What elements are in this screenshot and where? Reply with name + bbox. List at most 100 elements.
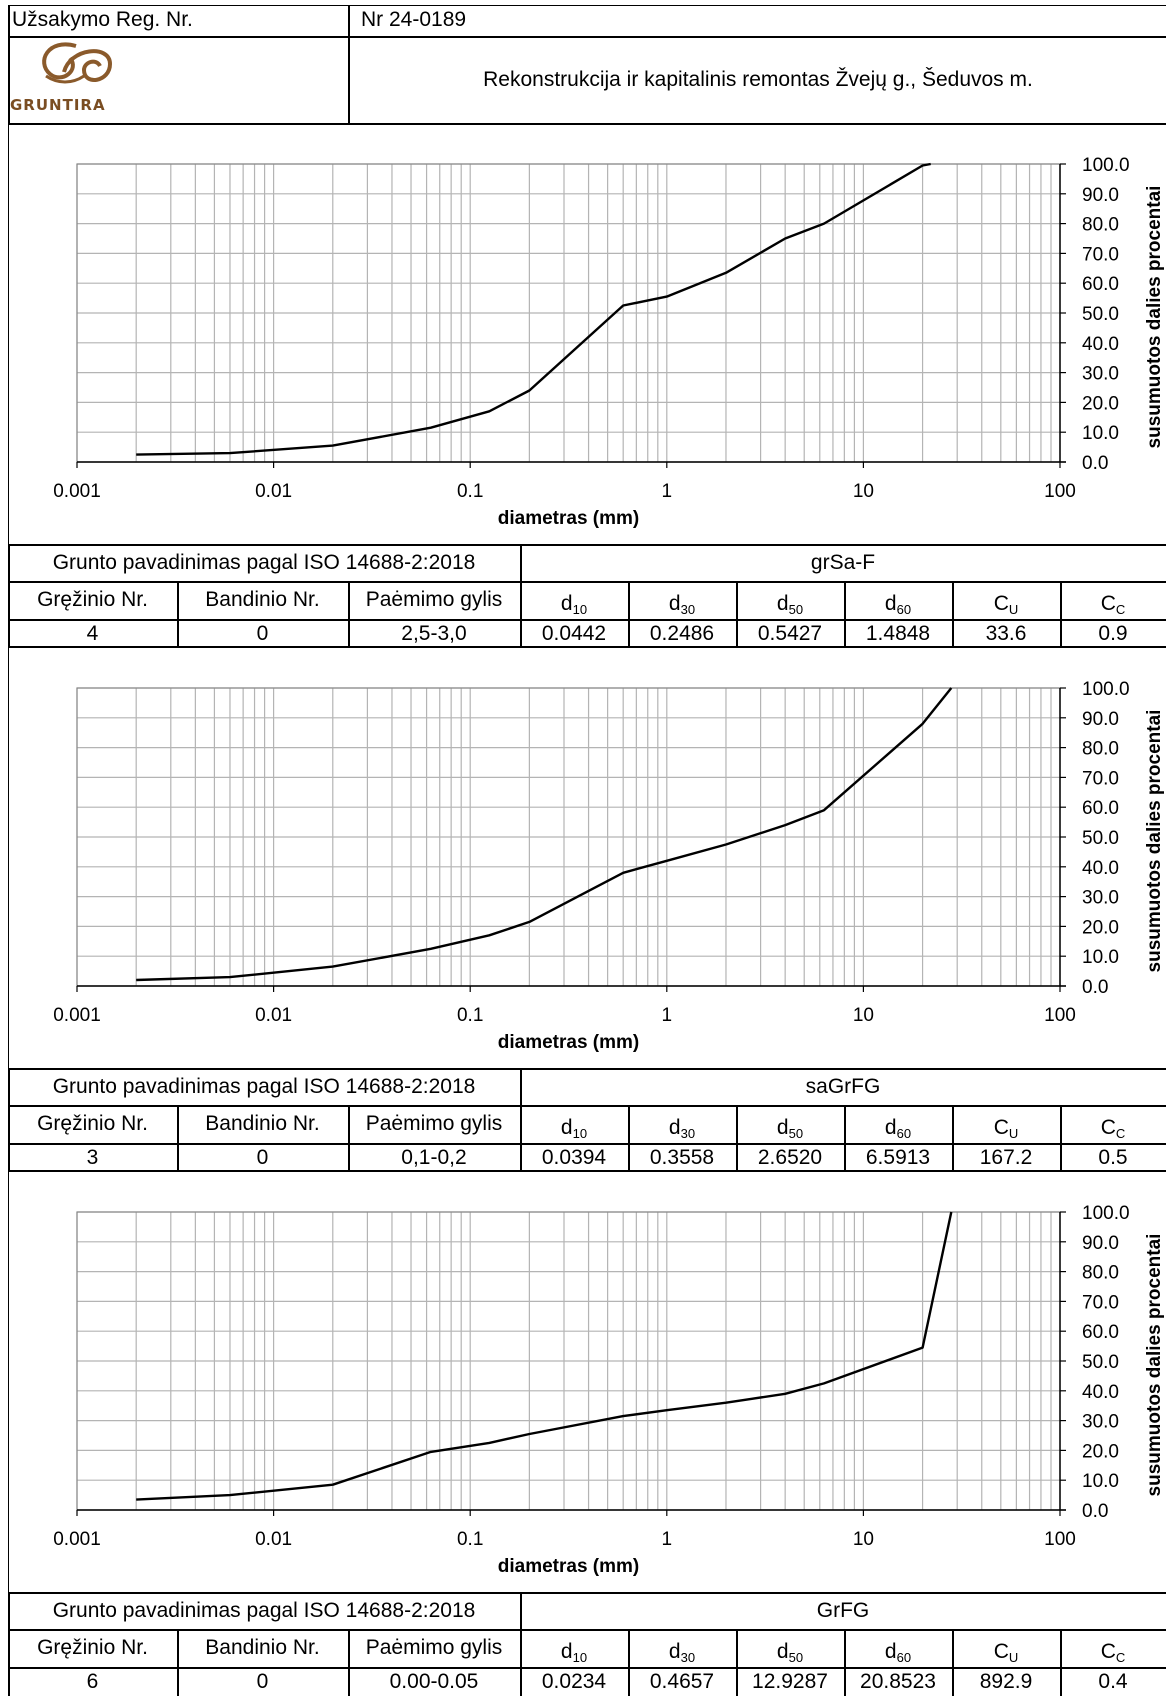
x-tick-label: 10 (853, 481, 874, 502)
y-tick-label: 80.0 (1082, 1263, 1119, 1284)
d30-value: 0.3558 (649, 1146, 715, 1169)
x-tick-label: 0.001 (53, 1005, 101, 1026)
logo-mark-icon (42, 42, 113, 84)
y-tick-label: 20.0 (1082, 917, 1119, 938)
y-tick-label: 10.0 (1082, 423, 1119, 444)
x-tick-label: 0.001 (53, 1529, 101, 1550)
col-header-d50: d50 (776, 592, 804, 617)
col-header-depth: Paėmimo gylis (365, 1112, 503, 1135)
y-tick-label: 70.0 (1082, 768, 1119, 789)
d50-value: 2.6520 (757, 1146, 823, 1169)
x-tick-label: 10 (853, 1529, 874, 1550)
x-tick-label: 0.1 (457, 1529, 483, 1550)
well-value: 4 (86, 622, 99, 645)
y-tick-label: 20.0 (1082, 1441, 1119, 1462)
x-tick-label: 0.01 (255, 481, 292, 502)
sample-table-3: Grunto pavadinimas pagal ISO 14688-2:201… (8, 1592, 1166, 1696)
d50-value: 0.5427 (757, 622, 823, 645)
col-header-cu: CU (993, 1640, 1019, 1665)
x-axis-title: diametras (mm) (498, 508, 640, 529)
y-tick-label: 30.0 (1082, 364, 1119, 385)
cu-value: 33.6 (985, 622, 1027, 645)
x-tick-label: 100 (1044, 1005, 1076, 1026)
y-tick-label: 30.0 (1082, 888, 1119, 909)
y-tick-label: 40.0 (1082, 334, 1119, 355)
x-tick-label: 100 (1044, 1529, 1076, 1550)
sample-table-2: Grunto pavadinimas pagal ISO 14688-2:201… (8, 1068, 1166, 1172)
col-header-d30: d30 (668, 592, 696, 617)
x-tick-label: 1 (662, 1005, 673, 1026)
d10-value: 0.0442 (541, 622, 607, 645)
logo-text: GRUNTIRA (10, 96, 106, 114)
col-header-cu: CU (993, 1116, 1019, 1141)
col-header-well: Gręžinio Nr. (37, 1636, 148, 1659)
col-header-sample: Bandinio Nr. (205, 1636, 320, 1659)
col-header-d30: d30 (668, 1116, 696, 1141)
d30-value: 0.4657 (649, 1670, 715, 1693)
y-tick-label: 10.0 (1082, 1471, 1119, 1492)
sample-table-1: Grunto pavadinimas pagal ISO 14688-2:201… (8, 544, 1166, 648)
y-tick-label: 50.0 (1082, 1352, 1119, 1373)
y-tick-label: 0.0 (1082, 453, 1108, 474)
col-header-d60: d60 (884, 1640, 912, 1665)
d30-value: 0.2486 (649, 622, 715, 645)
col-header-cc: CC (1100, 1640, 1126, 1665)
x-tick-label: 1 (662, 481, 673, 502)
y-tick-label: 50.0 (1082, 304, 1119, 325)
x-axis-title: diametras (mm) (498, 1032, 640, 1053)
y-axis-title: susumuotos dalies procentai (1144, 1234, 1165, 1497)
y-tick-label: 90.0 (1082, 709, 1119, 730)
col-header-well: Gręžinio Nr. (37, 1112, 148, 1135)
col-header-well: Gręžinio Nr. (37, 588, 148, 611)
col-header-sample: Bandinio Nr. (205, 588, 320, 611)
chart-svg-2: 0.001 0.01 0.1 1 10 100 100.0 90.0 80.0 70.0 60.0 5… (53, 679, 1165, 1053)
d60-value: 20.8523 (860, 1670, 936, 1693)
x-tick-label: 10 (853, 1005, 874, 1026)
y-tick-label: 60.0 (1082, 274, 1119, 295)
depth-value: 0,1-0,2 (401, 1146, 467, 1169)
gruntira-logo: GRUNTIRA (10, 40, 140, 120)
y-axis-title: susumuotos dalies procentai (1144, 186, 1165, 449)
chart-svg-3: 0.001 0.01 0.1 1 10 100 100.0 90.0 80.0 70.0 60.0 5… (53, 1203, 1165, 1577)
project-title: Rekonstrukcija ir kapitalinis remontas Ž… (483, 68, 1033, 91)
y-tick-label: 0.0 (1082, 1501, 1108, 1522)
col-header-d60: d60 (884, 592, 912, 617)
cc-value: 0.5 (1098, 1146, 1128, 1169)
col-header-sample: Bandinio Nr. (205, 1112, 320, 1135)
col-header-depth: Paėmimo gylis (365, 588, 503, 611)
chart-svg-1: 0.001 0.01 0.1 1 10 100 100.0 90.0 80.0 70.0 60.0 5… (53, 155, 1165, 529)
col-header-cu: CU (993, 592, 1019, 617)
cu-value: 892.9 (979, 1670, 1033, 1693)
y-tick-label: 60.0 (1082, 798, 1119, 819)
grading-curve (136, 687, 953, 982)
soil-name-label: Grunto pavadinimas pagal ISO 14688-2:201… (52, 551, 476, 574)
x-tick-label: 0.1 (457, 481, 483, 502)
d50-value: 12.9287 (752, 1670, 828, 1693)
well-value: 3 (86, 1146, 99, 1169)
depth-value: 2,5-3,0 (401, 622, 467, 645)
order-number: Nr 24-0189 (361, 8, 467, 31)
soil-name-value: grSa-F (810, 551, 876, 574)
x-tick-label: 0.1 (457, 1005, 483, 1026)
grading-curve (136, 162, 931, 456)
col-header-d10: d10 (560, 592, 588, 617)
well-value: 6 (86, 1670, 99, 1693)
col-header-d10: d10 (560, 1116, 588, 1141)
y-tick-label: 40.0 (1082, 1382, 1119, 1403)
soil-name-label: Grunto pavadinimas pagal ISO 14688-2:201… (52, 1599, 476, 1622)
col-header-cc: CC (1100, 1116, 1126, 1141)
d10-value: 0.0234 (541, 1670, 607, 1693)
col-header-d50: d50 (776, 1116, 804, 1141)
soil-name-label: Grunto pavadinimas pagal ISO 14688-2:201… (52, 1075, 476, 1098)
d60-value: 6.5913 (865, 1146, 931, 1169)
y-tick-label: 60.0 (1082, 1322, 1119, 1343)
y-tick-label: 100.0 (1082, 155, 1130, 176)
col-header-d10: d10 (560, 1640, 588, 1665)
y-tick-label: 20.0 (1082, 393, 1119, 414)
cc-value: 0.4 (1098, 1670, 1128, 1693)
y-tick-label: 70.0 (1082, 244, 1119, 265)
y-axis-title: susumuotos dalies procentai (1144, 710, 1165, 973)
y-tick-label: 80.0 (1082, 215, 1119, 236)
d60-value: 1.4848 (865, 622, 931, 645)
x-tick-label: 0.01 (255, 1005, 292, 1026)
